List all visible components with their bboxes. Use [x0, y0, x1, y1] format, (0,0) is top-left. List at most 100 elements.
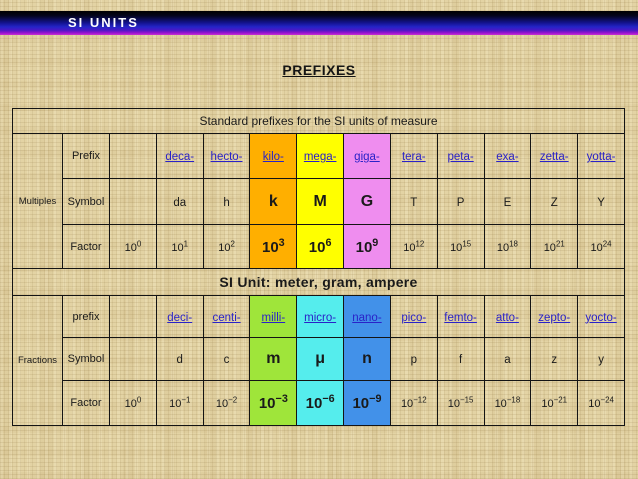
symbol-cell: n [343, 337, 391, 381]
empty-cell [109, 337, 157, 381]
prefix-cell: atto- [483, 295, 532, 338]
symbol-cell: c [202, 337, 251, 381]
factor-cell: 102 [202, 224, 251, 269]
factor-cell: 100 [109, 380, 157, 426]
prefix-cell: tera- [389, 133, 438, 179]
symbol-cell: G [343, 178, 391, 225]
symbol-cell: k [249, 178, 298, 225]
prefix-link-yotta[interactable]: yotta- [586, 151, 616, 163]
prefix-cell: giga- [343, 133, 391, 179]
title-bar: SI UNITS [0, 11, 638, 35]
symbol-G: G [360, 192, 374, 210]
prefix-cell: yotta- [577, 133, 625, 179]
slide-title: SI UNITS [68, 15, 139, 30]
symbol-cell: M [296, 178, 345, 225]
prefix-link-zepto[interactable]: zepto- [538, 311, 571, 324]
factor-cell: 10−3 [249, 380, 298, 426]
prefix-link-exa[interactable]: exa- [496, 151, 519, 163]
factor-cell: 100 [109, 224, 157, 269]
prefixes-table: Standard prefixes for the SI units of me… [12, 108, 625, 426]
factor-cell: 106 [296, 224, 345, 269]
page-title-wrap: PREFIXES [0, 62, 638, 80]
symbol-P: P [456, 196, 465, 209]
symbol-cell: p [389, 337, 438, 381]
prefix-cell: mega- [296, 133, 345, 179]
symbol-Y: Y [597, 196, 605, 209]
prefix-link-micro[interactable]: micro- [304, 311, 337, 324]
symbol-cell: a [483, 337, 532, 381]
prefix-cell: hecto- [202, 133, 251, 179]
symbol-cell: f [436, 337, 485, 381]
factor-cell: 10−6 [296, 380, 345, 426]
factor-cell: 103 [249, 224, 298, 269]
symbol-c: c [223, 354, 230, 366]
prefix-link-femto[interactable]: femto- [444, 311, 477, 324]
prefix-link-giga[interactable]: giga- [354, 151, 380, 163]
prefix-link-pico[interactable]: pico- [401, 311, 427, 324]
prefix-link-zetta[interactable]: zetta- [539, 151, 569, 163]
symbol-mu: μ [315, 350, 326, 367]
prefix-link-centi[interactable]: centi- [212, 311, 241, 324]
section-label-multiples: Multiples [12, 133, 63, 269]
prefix-cell: micro- [296, 295, 345, 338]
symbol-f: f [458, 354, 463, 366]
symbol-z: z [551, 354, 558, 366]
symbol-Z: Z [550, 196, 558, 209]
prefix-cell: milli- [249, 295, 298, 338]
symbol-n: n [362, 350, 372, 367]
prefix-cell: zepto- [530, 295, 579, 338]
symbol-cell: Z [530, 178, 579, 225]
factor-cell: 10−2 [202, 380, 251, 426]
prefix-cell: peta- [436, 133, 485, 179]
symbol-E: E [503, 196, 512, 209]
symbol-h: h [223, 196, 230, 209]
prefix-link-hecto[interactable]: hecto- [210, 151, 243, 163]
factor-cell: 101 [155, 224, 204, 269]
symbol-cell: y [577, 337, 625, 381]
si-unit-row: SI Unit: meter, gram, ampere [12, 268, 625, 296]
row-label-symbol-fractions: Symbol [62, 337, 110, 381]
factor-cell: 10−21 [530, 380, 579, 426]
prefix-cell: femto- [436, 295, 485, 338]
prefix-link-yocto[interactable]: yocto- [585, 311, 617, 324]
prefix-cell: deca- [155, 133, 204, 179]
prefix-cell: exa- [483, 133, 532, 179]
prefix-link-nano[interactable]: nano- [352, 311, 382, 324]
page-title: PREFIXES [282, 62, 356, 78]
empty-cell [109, 295, 157, 338]
prefix-link-deci[interactable]: deci- [167, 311, 193, 324]
symbol-y: y [598, 354, 604, 366]
row-label-factor-multiples: Factor [62, 224, 110, 269]
prefix-link-mega[interactable]: mega- [303, 151, 337, 163]
factor-cell: 1018 [483, 224, 532, 269]
factor-cell: 1024 [577, 224, 625, 269]
row-label-factor-fractions: Factor [62, 380, 110, 426]
section-label-fractions: Fractions [12, 295, 63, 426]
row-label-prefix-fractions: prefix [62, 295, 110, 338]
prefix-link-deca[interactable]: deca- [165, 151, 195, 163]
symbol-m: m [266, 350, 281, 367]
symbol-cell: da [155, 178, 204, 225]
symbol-d: d [176, 354, 183, 366]
prefix-cell: kilo- [249, 133, 298, 179]
prefix-link-atto[interactable]: atto- [495, 311, 519, 324]
symbol-p: p [410, 354, 417, 366]
symbol-cell: T [389, 178, 438, 225]
row-label-symbol-multiples: Symbol [62, 178, 110, 225]
factor-cell: 1015 [436, 224, 485, 269]
symbol-cell: P [436, 178, 485, 225]
symbol-a: a [504, 354, 511, 366]
factor-cell: 109 [343, 224, 391, 269]
factor-cell: 10−15 [436, 380, 485, 426]
prefix-link-peta[interactable]: peta- [447, 151, 474, 163]
symbol-T: T [410, 196, 418, 209]
prefix-link-kilo[interactable]: kilo- [262, 151, 284, 163]
symbol-M: M [313, 192, 327, 210]
symbol-da: da [173, 196, 187, 209]
prefix-link-tera[interactable]: tera- [401, 151, 426, 163]
empty-cell [109, 133, 157, 179]
prefix-link-milli[interactable]: milli- [261, 311, 286, 324]
prefix-cell: centi- [202, 295, 251, 338]
factor-cell: 1021 [530, 224, 579, 269]
factor-cell: 10−12 [389, 380, 438, 426]
